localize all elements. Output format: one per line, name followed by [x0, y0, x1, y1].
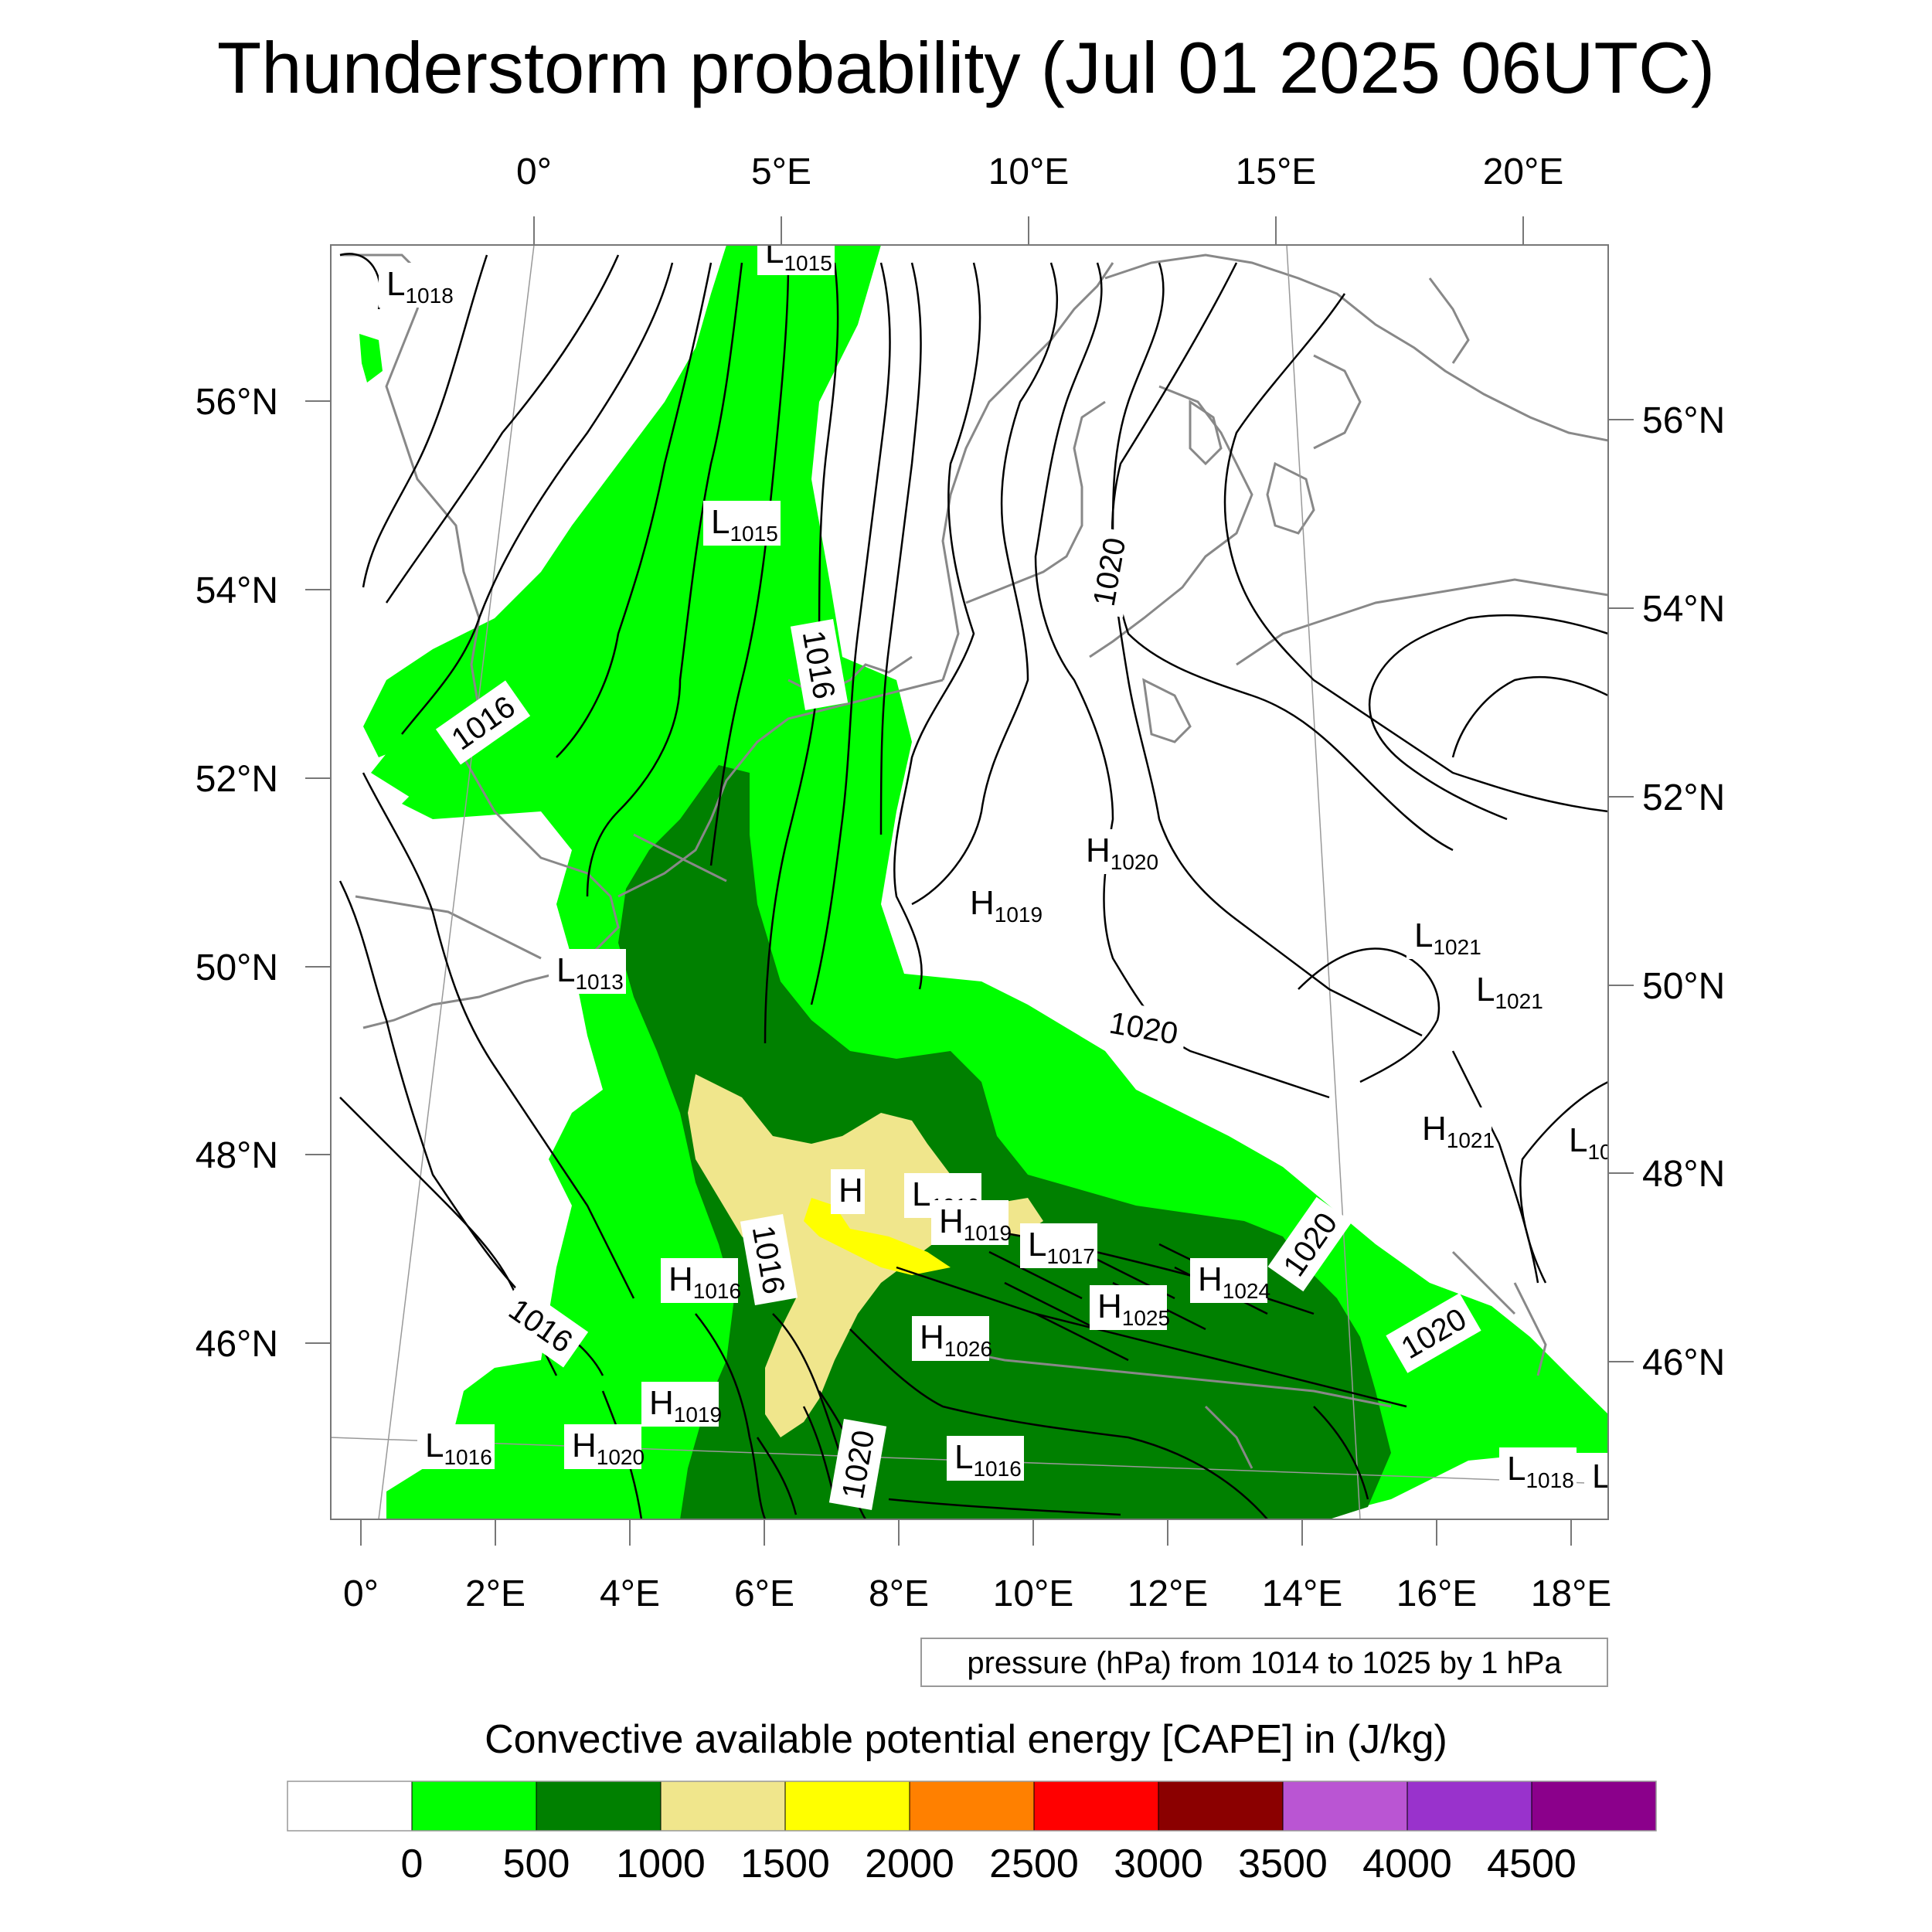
- bottom-lon-label: 2°E: [465, 1573, 526, 1614]
- low-pressure-label: L1013: [549, 949, 626, 994]
- colorbar-label: 4000: [1362, 1842, 1452, 1886]
- bottom-lon-label: 16°E: [1396, 1573, 1478, 1614]
- left-lat-axis: [305, 400, 331, 1344]
- colorbar-label: 3500: [1238, 1842, 1328, 1886]
- colorbar-swatch: [660, 1781, 786, 1832]
- isobar-labels: 1016 1016 1016 1016 1020 1020 1020 1020 …: [435, 526, 1481, 1511]
- colorbar-swatch: [784, 1781, 910, 1832]
- left-lat-label: 48°N: [196, 1135, 278, 1176]
- high-pressure-label: H1019: [931, 1200, 1012, 1245]
- cape-area-0-500-patch: [359, 334, 383, 383]
- cape-area-0-500: [363, 245, 1608, 1519]
- bottom-lon-label: 18°E: [1531, 1573, 1612, 1614]
- top-lon-label: 10°E: [988, 151, 1070, 192]
- low-pressure-label: L1015: [703, 501, 781, 546]
- right-lat-label: 56°N: [1642, 400, 1725, 441]
- right-lat-label: 54°N: [1642, 589, 1725, 630]
- top-lon-label: 20°E: [1483, 151, 1564, 192]
- colorbar-label: 4500: [1487, 1842, 1577, 1886]
- high-pressure-label: H: [831, 1169, 865, 1214]
- high-pressure-label: H1019: [641, 1382, 722, 1427]
- colorbar-label: 0: [401, 1842, 423, 1886]
- bottom-lon-label: 0°: [343, 1573, 379, 1614]
- low-pressure-label: L1021: [1468, 968, 1546, 1013]
- map-area: 1016 1016 1016 1016 1020 1020 1020 1020 …: [331, 233, 1635, 1519]
- right-lat-axis: [1608, 419, 1634, 1362]
- contour-info-text: pressure (hPa) from 1014 to 1025 by 1 hP…: [967, 1646, 1562, 1680]
- pressure-centers: L1015L1018L1015L1013H1020H1019L1021L1021…: [379, 233, 1635, 1500]
- left-lat-label: 52°N: [196, 759, 278, 800]
- high-pressure-label: H1026: [912, 1316, 992, 1361]
- contour-info-box: [920, 1638, 1608, 1687]
- left-lat-label: 56°N: [196, 382, 278, 423]
- low-pressure-label: L1018: [1499, 1447, 1577, 1492]
- bottom-lon-label: 14°E: [1262, 1573, 1343, 1614]
- low-pressure-label: L1020: [1561, 1119, 1608, 1164]
- colorbar-title: Convective available potential energy [C…: [485, 1717, 1447, 1762]
- map-border: [330, 244, 1609, 1520]
- cape-area-1500-2000: [804, 1198, 951, 1275]
- right-lat-label: 50°N: [1642, 966, 1725, 1007]
- high-pressure-label: H1020: [564, 1424, 645, 1469]
- low-pressure-label: L1015: [757, 233, 835, 275]
- high-pressure-label: H1020: [1078, 829, 1158, 874]
- colorbar-label: 1000: [616, 1842, 706, 1886]
- left-lat-label: 50°N: [196, 947, 278, 988]
- high-pressure-label: H1016: [661, 1258, 741, 1303]
- top-lon-axis: [533, 216, 1524, 245]
- cape-area-1000-1500: [688, 1074, 958, 1437]
- right-lat-label: 48°N: [1642, 1154, 1725, 1195]
- left-lat-label: 54°N: [196, 570, 278, 611]
- right-lat-label: 46°N: [1642, 1342, 1725, 1383]
- right-lat-label: 52°N: [1642, 777, 1725, 818]
- colorbar-swatch: [1158, 1781, 1284, 1832]
- bottom-lon-label: 6°E: [734, 1573, 794, 1614]
- pressure-center-text: L1013: [556, 951, 624, 994]
- pressure-center-text: L10: [1592, 1458, 1635, 1500]
- colorbar-label: 1500: [740, 1842, 830, 1886]
- bottom-lon-label: 4°E: [600, 1573, 660, 1614]
- high-pressure-label: H1019: [962, 882, 1043, 927]
- top-lon-label: 15°E: [1236, 151, 1317, 192]
- low-pressure-label: L1017: [1020, 1223, 1097, 1268]
- bottom-lon-label: 8°E: [869, 1573, 929, 1614]
- high-pressure-label: H1024: [1190, 1258, 1270, 1303]
- colorbar-label: 3000: [1114, 1842, 1203, 1886]
- top-lon-label: 0°: [516, 151, 552, 192]
- pressure-center-text: H: [838, 1172, 863, 1209]
- left-lat-label: 46°N: [196, 1324, 278, 1365]
- colorbar-swatch: [287, 1781, 413, 1832]
- colorbar-swatch: [411, 1781, 537, 1832]
- colorbar-label: 500: [503, 1842, 570, 1886]
- colorbar-label: 2500: [989, 1842, 1079, 1886]
- high-pressure-label: H1025: [1090, 1285, 1170, 1330]
- colorbar-swatch: [1282, 1781, 1408, 1832]
- colorbar-swatch: [1406, 1781, 1532, 1832]
- map-title: Thunderstorm probability (Jul 01 2025 06…: [217, 27, 1715, 108]
- bottom-lon-label: 12°E: [1128, 1573, 1209, 1614]
- low-pressure-label: L1021: [1406, 914, 1484, 959]
- low-pressure-label: L1016: [947, 1436, 1024, 1481]
- colorbar-swatch: [1531, 1781, 1657, 1832]
- low-pressure-label: L1018: [379, 263, 456, 308]
- colorbar-label: 2000: [865, 1842, 954, 1886]
- bottom-lon-label: 10°E: [993, 1573, 1074, 1614]
- bottom-lon-axis: [360, 1519, 1572, 1546]
- colorbar: 0 500 1000 1500 2000 2500 3000 3500 4000 4500: [287, 1781, 1657, 1886]
- low-pressure-label: L1016: [417, 1424, 495, 1469]
- low-pressure-label: L10: [1584, 1455, 1635, 1500]
- top-lon-label: 5°E: [751, 151, 811, 192]
- colorbar-swatch: [1033, 1781, 1159, 1832]
- coastlines: [340, 253, 1608, 1469]
- high-pressure-label: H1021: [1414, 1107, 1495, 1152]
- colorbar-swatch: [536, 1781, 662, 1832]
- pressure-center-text: L1015: [765, 233, 832, 275]
- colorbar-swatch: [909, 1781, 1035, 1832]
